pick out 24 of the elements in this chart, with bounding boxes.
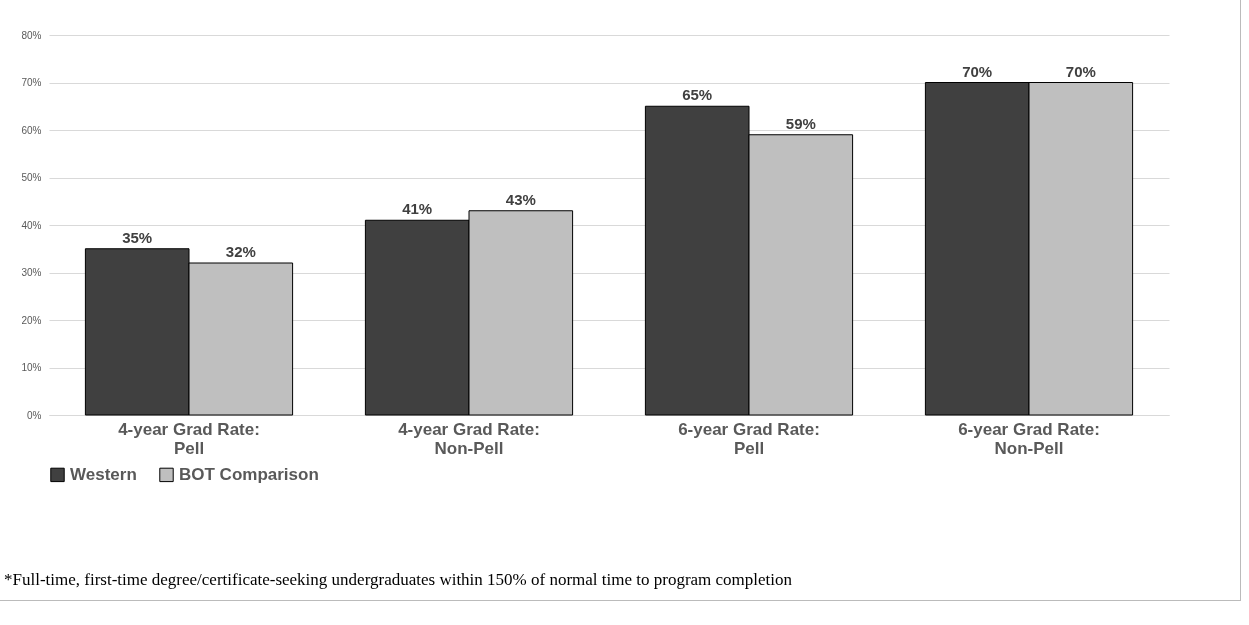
data-label: 70% — [1065, 62, 1096, 80]
y-tick-label: 20% — [21, 314, 42, 326]
data-label: 70% — [962, 62, 993, 80]
y-tick-label: 60% — [21, 124, 42, 136]
data-label: 59% — [785, 114, 816, 132]
x-tick-label: 6-year Grad Rate: Pell — [678, 419, 820, 458]
x-tick-label: 6-year Grad Rate: Non-Pell — [958, 419, 1100, 458]
data-label: 32% — [225, 243, 256, 260]
data-label: 41% — [402, 200, 433, 218]
y-tick-label: 0% — [27, 409, 42, 421]
data-label: 35% — [122, 228, 153, 246]
y-tick-label: 40% — [21, 219, 42, 231]
legend-label: Western — [70, 464, 137, 484]
data-label: 65% — [682, 86, 713, 104]
y-tick-label: 70% — [21, 77, 42, 88]
legend-label: BOT Comparison — [179, 464, 319, 484]
y-tick-label: 50% — [21, 172, 42, 183]
data-label: 43% — [505, 190, 536, 208]
y-tick-label: 80% — [21, 29, 42, 41]
y-tick-label: 30% — [21, 267, 42, 278]
y-tick-label: 10% — [21, 362, 42, 373]
text: *Full-time, first-time degree/certificate-seeking undergraduates within 150% of normal time to program completion — [4, 570, 793, 590]
x-tick-label: 4-year Grad Rate: Pell — [118, 419, 260, 458]
x-tick-label: 4-year Grad Rate: Non-Pell — [398, 419, 540, 458]
